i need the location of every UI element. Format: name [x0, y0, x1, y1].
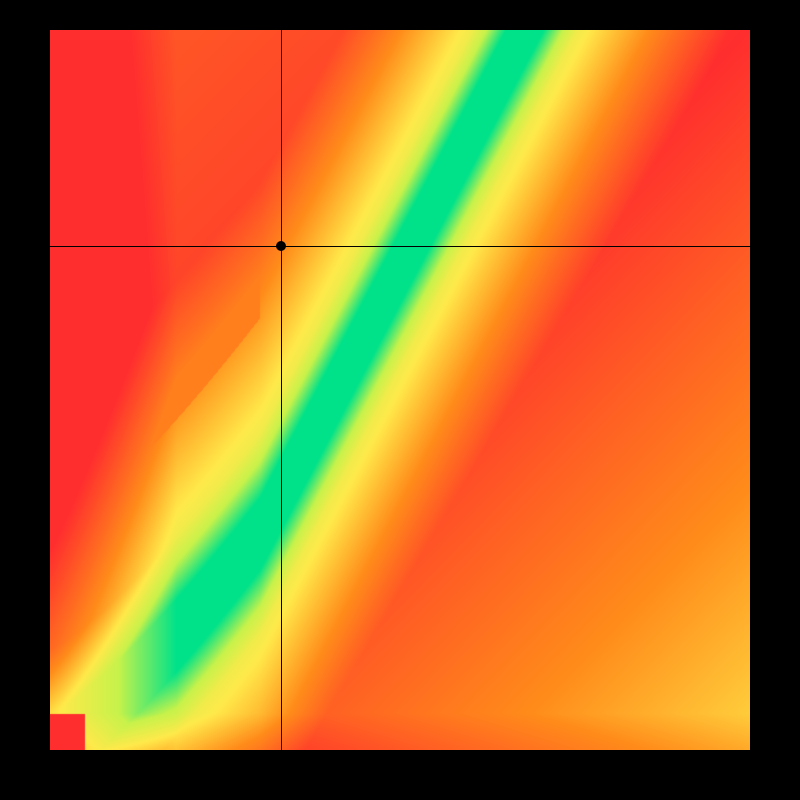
attribution-text: TheBottleneck.com	[604, 4, 788, 27]
crosshair-vertical	[281, 30, 282, 750]
heatmap-canvas	[50, 30, 750, 750]
crosshair-horizontal	[50, 246, 750, 247]
data-point-marker	[276, 241, 286, 251]
chart-container: TheBottleneck.com	[0, 0, 800, 800]
heatmap-plot	[50, 30, 750, 750]
